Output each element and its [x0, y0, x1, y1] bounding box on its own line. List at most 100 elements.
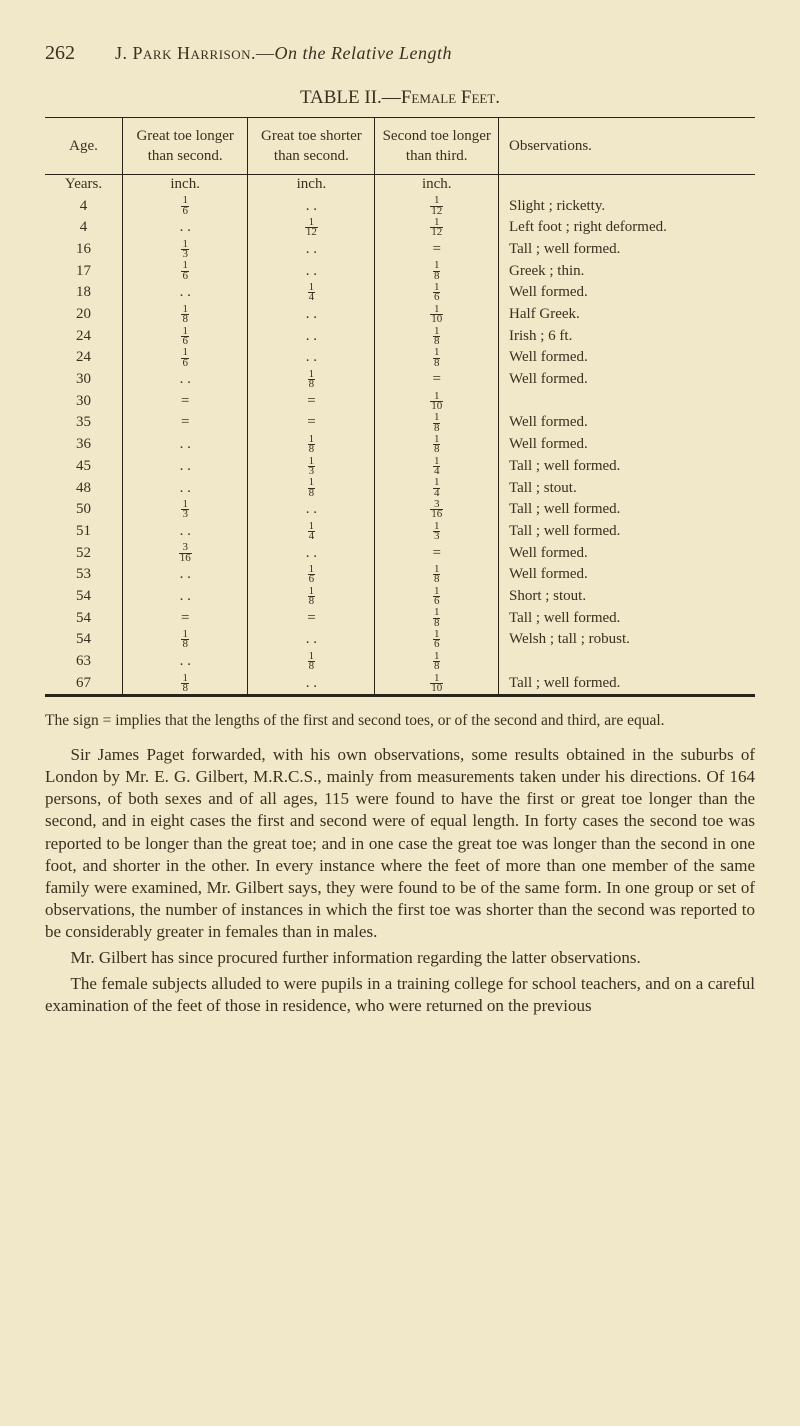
cell-age: 67 [45, 673, 123, 696]
table-row: 1716. .18Greek ; thin. [45, 260, 755, 282]
cell-second-longer: 110 [375, 391, 499, 413]
cell-second-longer: = [375, 239, 499, 261]
table-row: 5013. .316Tall ; well formed. [45, 499, 755, 521]
unit-c2: inch. [123, 175, 248, 196]
cell-second-longer: 110 [375, 673, 499, 696]
cell-gt-longer: 18 [123, 304, 248, 326]
unit-c3: inch. [248, 175, 375, 196]
cell-age: 20 [45, 304, 123, 326]
cell-gt-longer: 16 [123, 195, 248, 217]
table-row: 416. .112Slight ; ricketty. [45, 195, 755, 217]
cell-second-longer: 18 [375, 434, 499, 456]
cell-observation: Well formed. [499, 347, 756, 369]
cell-observation: Welsh ; tall ; robust. [499, 629, 756, 651]
cell-gt-shorter: = [248, 391, 375, 413]
cell-age: 54 [45, 607, 123, 629]
cell-gt-shorter: . . [248, 304, 375, 326]
cell-observation: Tall ; well formed. [499, 521, 756, 543]
table-row: 2416. .18Irish ; 6 ft. [45, 326, 755, 348]
col-age: Age. [45, 117, 123, 175]
cell-second-longer: 316 [375, 499, 499, 521]
cell-gt-longer: 18 [123, 629, 248, 651]
cell-gt-shorter: . . [248, 239, 375, 261]
cell-age: 17 [45, 260, 123, 282]
cell-observation: Irish ; 6 ft. [499, 326, 756, 348]
running-head: 262 J. Park Harrison.—On the Relative Le… [45, 40, 755, 67]
cell-observation: Tall ; stout. [499, 477, 756, 499]
cell-second-longer: 16 [375, 282, 499, 304]
cell-second-longer: 18 [375, 326, 499, 348]
cell-observation: Left foot ; right deformed. [499, 217, 756, 239]
cell-age: 24 [45, 326, 123, 348]
cell-observation: Short ; stout. [499, 586, 756, 608]
cell-gt-shorter: 18 [248, 477, 375, 499]
cell-observation [499, 391, 756, 413]
table-row: 5418. .16Welsh ; tall ; robust. [45, 629, 755, 651]
cell-gt-longer: . . [123, 217, 248, 239]
cell-observation [499, 651, 756, 673]
cell-second-longer: 16 [375, 629, 499, 651]
table-row: 18. .1416Well formed. [45, 282, 755, 304]
cell-second-longer: 18 [375, 412, 499, 434]
cell-gt-shorter: = [248, 607, 375, 629]
cell-age: 30 [45, 391, 123, 413]
cell-second-longer: 112 [375, 217, 499, 239]
cell-gt-shorter: 14 [248, 521, 375, 543]
cell-second-longer: 18 [375, 651, 499, 673]
cell-gt-shorter: 18 [248, 651, 375, 673]
cell-observation: Tall ; well formed. [499, 607, 756, 629]
cell-observation: Greek ; thin. [499, 260, 756, 282]
table-row: 2018. .110Half Greek. [45, 304, 755, 326]
unit-age: Years. [45, 175, 123, 196]
cell-age: 54 [45, 629, 123, 651]
cell-gt-longer: . . [123, 369, 248, 391]
cell-gt-shorter: 16 [248, 564, 375, 586]
cell-gt-shorter: 18 [248, 434, 375, 456]
cell-second-longer: 110 [375, 304, 499, 326]
table-row: 36. .1818Well formed. [45, 434, 755, 456]
page-number: 262 [45, 40, 75, 67]
col-observations: Observations. [499, 117, 756, 175]
unit-row: Years. inch. inch. inch. [45, 175, 755, 196]
cell-observation: Well formed. [499, 542, 756, 564]
cell-age: 53 [45, 564, 123, 586]
col-gt-shorter: Great toe shorter than second. [248, 117, 375, 175]
cell-gt-shorter: . . [248, 673, 375, 696]
cell-gt-longer: = [123, 391, 248, 413]
cell-age: 4 [45, 217, 123, 239]
cell-age: 63 [45, 651, 123, 673]
cell-gt-longer: 18 [123, 673, 248, 696]
table-row: 53. .1618Well formed. [45, 564, 755, 586]
cell-age: 51 [45, 521, 123, 543]
cell-gt-shorter: . . [248, 499, 375, 521]
cell-observation: Slight ; ricketty. [499, 195, 756, 217]
cell-gt-shorter: . . [248, 629, 375, 651]
cell-gt-shorter: 13 [248, 456, 375, 478]
cell-gt-longer: . . [123, 564, 248, 586]
cell-gt-shorter: 18 [248, 586, 375, 608]
cell-second-longer: 18 [375, 347, 499, 369]
cell-gt-longer: . . [123, 456, 248, 478]
cell-gt-shorter: 18 [248, 369, 375, 391]
body-paragraph-3: The female subjects alluded to were pupi… [45, 973, 755, 1017]
table-footnote: The sign = implies that the lengths of t… [45, 711, 755, 732]
cell-gt-longer: . . [123, 651, 248, 673]
cell-age: 45 [45, 456, 123, 478]
cell-second-longer: 112 [375, 195, 499, 217]
unit-c4: inch. [375, 175, 499, 196]
cell-gt-shorter: . . [248, 347, 375, 369]
cell-age: 50 [45, 499, 123, 521]
table-row: 35==18Well formed. [45, 412, 755, 434]
female-feet-table: Age. Great toe longer than second. Great… [45, 117, 755, 698]
cell-gt-longer: . . [123, 477, 248, 499]
cell-second-longer: 14 [375, 456, 499, 478]
col-gt-longer: Great toe longer than second. [123, 117, 248, 175]
cell-gt-longer: = [123, 412, 248, 434]
cell-second-longer: 18 [375, 564, 499, 586]
cell-age: 54 [45, 586, 123, 608]
cell-observation: Half Greek. [499, 304, 756, 326]
cell-second-longer: = [375, 542, 499, 564]
cell-gt-longer: . . [123, 282, 248, 304]
cell-gt-shorter: . . [248, 195, 375, 217]
cell-age: 52 [45, 542, 123, 564]
